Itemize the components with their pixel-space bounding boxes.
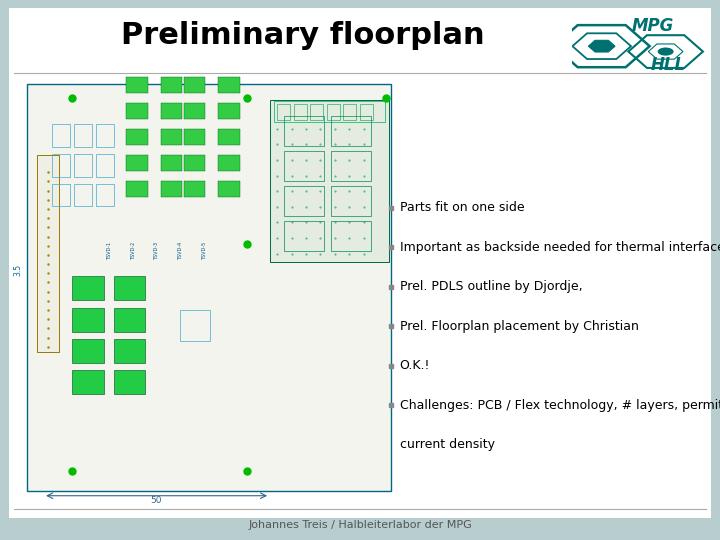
Bar bbox=[52, 154, 70, 177]
Bar bbox=[284, 221, 324, 251]
Bar bbox=[218, 129, 240, 145]
Text: Preliminary floorplan: Preliminary floorplan bbox=[120, 21, 485, 50]
Bar bbox=[161, 103, 182, 119]
Bar bbox=[218, 155, 240, 171]
Bar bbox=[218, 77, 240, 93]
Bar bbox=[284, 151, 324, 181]
Bar bbox=[114, 276, 145, 300]
Bar bbox=[114, 370, 145, 394]
Bar bbox=[114, 339, 145, 363]
Bar bbox=[331, 221, 371, 251]
Text: TSVD-3: TSVD-3 bbox=[155, 242, 159, 260]
Bar bbox=[184, 77, 205, 93]
Bar bbox=[74, 154, 92, 177]
Text: TSVD-2: TSVD-2 bbox=[131, 242, 135, 260]
Bar bbox=[274, 101, 385, 122]
Text: Johannes Treis / Halbleiterlabor der MPG: Johannes Treis / Halbleiterlabor der MPG bbox=[248, 520, 472, 530]
Bar bbox=[327, 104, 340, 120]
Bar bbox=[331, 151, 371, 181]
Bar bbox=[161, 181, 182, 197]
Bar bbox=[284, 186, 324, 216]
Bar bbox=[161, 129, 182, 145]
Bar bbox=[72, 339, 104, 363]
Bar bbox=[52, 124, 70, 147]
Bar bbox=[343, 104, 356, 120]
Bar bbox=[126, 155, 148, 171]
Text: Prel. Floorplan placement by Christian: Prel. Floorplan placement by Christian bbox=[400, 320, 639, 333]
Text: MPG: MPG bbox=[631, 17, 673, 35]
Bar bbox=[270, 100, 389, 262]
Bar bbox=[360, 104, 373, 120]
Bar bbox=[277, 104, 290, 120]
Bar bbox=[72, 370, 104, 394]
Bar bbox=[180, 310, 210, 341]
Bar bbox=[184, 129, 205, 145]
Text: TSVD-5: TSVD-5 bbox=[202, 242, 207, 260]
Bar bbox=[284, 116, 324, 146]
Bar bbox=[96, 124, 114, 147]
Text: O.K.!: O.K.! bbox=[400, 359, 430, 372]
Text: 3.5: 3.5 bbox=[14, 264, 22, 276]
Bar bbox=[72, 308, 104, 332]
Text: HLL: HLL bbox=[651, 56, 686, 74]
Bar bbox=[96, 184, 114, 206]
Bar bbox=[294, 104, 307, 120]
Bar bbox=[114, 308, 145, 332]
Text: Important as backside needed for thermal interface: Important as backside needed for thermal… bbox=[400, 241, 720, 254]
Bar bbox=[126, 103, 148, 119]
Bar bbox=[310, 104, 323, 120]
Bar bbox=[37, 155, 59, 352]
Bar bbox=[74, 124, 92, 147]
Text: TSVD-4: TSVD-4 bbox=[179, 242, 183, 260]
Bar bbox=[161, 77, 182, 93]
Text: TSVD-1: TSVD-1 bbox=[107, 242, 112, 260]
Bar bbox=[126, 77, 148, 93]
Bar bbox=[74, 184, 92, 206]
Text: Parts fit on one side: Parts fit on one side bbox=[400, 201, 524, 214]
Text: Challenges: PCB / Flex technology, # layers, permitted: Challenges: PCB / Flex technology, # lay… bbox=[400, 399, 720, 411]
Bar bbox=[72, 276, 104, 300]
Bar bbox=[184, 181, 205, 197]
Bar bbox=[27, 84, 391, 491]
Circle shape bbox=[657, 48, 674, 56]
Text: Prel. PDLS outline by Djordje,: Prel. PDLS outline by Djordje, bbox=[400, 280, 582, 293]
Bar bbox=[52, 184, 70, 206]
Bar bbox=[184, 155, 205, 171]
Bar bbox=[218, 103, 240, 119]
Bar bbox=[184, 103, 205, 119]
Text: 50: 50 bbox=[150, 496, 162, 505]
Text: current density: current density bbox=[400, 438, 495, 451]
Bar bbox=[161, 155, 182, 171]
Bar bbox=[218, 181, 240, 197]
Bar bbox=[126, 129, 148, 145]
Bar bbox=[331, 116, 371, 146]
Bar bbox=[126, 181, 148, 197]
Bar bbox=[331, 186, 371, 216]
Bar bbox=[96, 154, 114, 177]
